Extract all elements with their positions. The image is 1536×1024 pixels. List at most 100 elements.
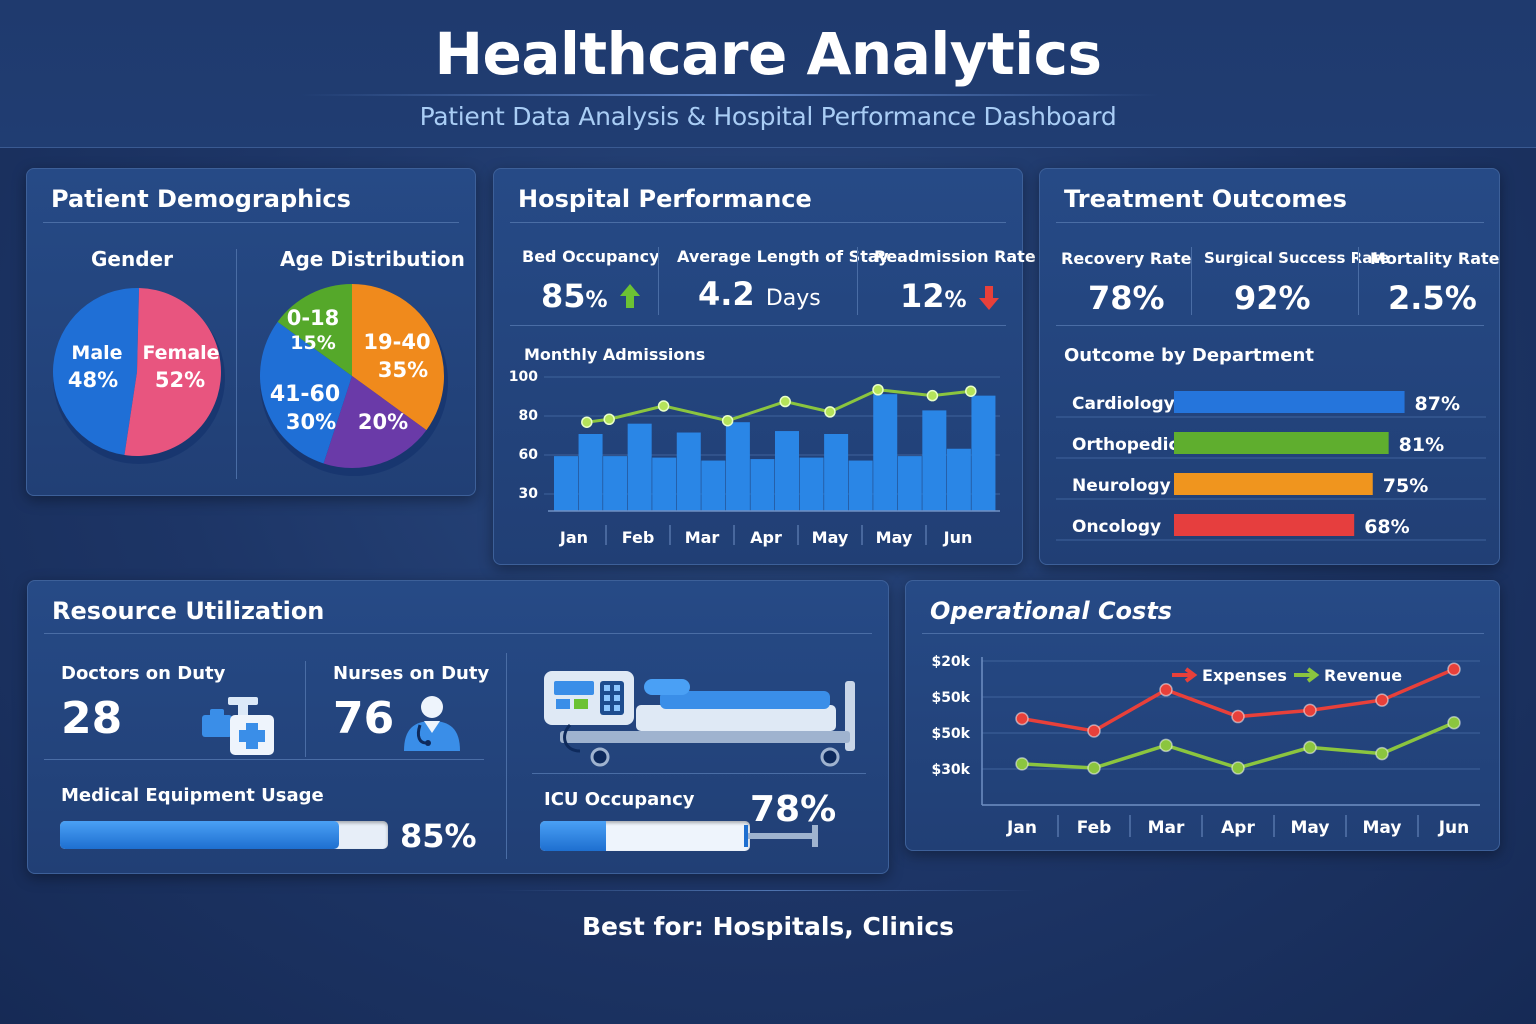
performance-divider xyxy=(510,222,1006,223)
costs-point-revenue xyxy=(1303,740,1317,755)
gender-male-label: Male xyxy=(71,342,122,364)
icu-separator xyxy=(506,653,507,859)
equipment-pct: 85% xyxy=(400,817,477,855)
readmission-number: 12 xyxy=(900,277,945,315)
admissions-trend-point xyxy=(965,385,977,397)
staff-divider xyxy=(44,759,484,760)
admissions-bar xyxy=(676,432,701,511)
admissions-x-label: May xyxy=(876,528,913,547)
demographics-panel: Patient Demographics Gender Age Distribu… xyxy=(26,168,476,496)
admissions-trend-point xyxy=(824,406,836,418)
age-0-18-label: 0-18 xyxy=(287,306,340,330)
costs-point-expenses xyxy=(1447,662,1461,676)
sanitizer-icon xyxy=(202,697,274,755)
legend-arrow-icon xyxy=(1172,667,1198,683)
page-title: Healthcare Analytics xyxy=(434,20,1102,88)
nurses-value: 76 xyxy=(333,693,395,744)
admissions-bar xyxy=(775,431,799,511)
icu-label: ICU Occupancy xyxy=(544,789,695,810)
admissions-bar xyxy=(873,394,898,511)
admissions-bar xyxy=(897,456,922,511)
readmission-unit: % xyxy=(944,288,967,313)
department-label: Oncology xyxy=(1072,517,1161,537)
trend-up-icon xyxy=(619,284,640,308)
surgical-success-label: Surgical Success Rate xyxy=(1204,249,1390,267)
length-of-stay-value: 4.2 Days xyxy=(698,275,821,313)
admissions-x-label: Jan xyxy=(559,528,588,547)
equipment-progress-track xyxy=(60,821,388,849)
costs-x-label: Jun xyxy=(1438,818,1470,838)
admissions-trend-point xyxy=(721,414,734,427)
admissions-chart-title: Monthly Admissions xyxy=(524,345,706,364)
admissions-bar xyxy=(824,434,849,511)
department-bar xyxy=(1174,391,1405,413)
readmission-label: Readmission Rate xyxy=(874,247,1036,266)
equipment-progress-fill xyxy=(60,821,339,849)
age-slice-0-18 xyxy=(277,284,352,376)
costs-point-revenue xyxy=(1087,761,1101,775)
costs-y-tick: $50k xyxy=(931,690,970,706)
icu-progress-fill xyxy=(540,821,606,851)
doctor-icon xyxy=(404,696,460,751)
department-label: Neurology xyxy=(1072,476,1171,496)
bed-occupancy-label: Bed Occupancy xyxy=(522,247,660,266)
performance-title: Hospital Performance xyxy=(518,185,812,213)
age-0-18-pct: 15% xyxy=(290,332,335,354)
department-chart-title: Outcome by Department xyxy=(1064,345,1314,366)
bed-occupancy-unit: % xyxy=(585,288,608,313)
costs-point-expenses xyxy=(1159,683,1173,697)
doctors-value: 28 xyxy=(61,693,123,744)
length-of-stay-unit: Days xyxy=(765,286,821,311)
costs-point-revenue xyxy=(1447,715,1461,730)
gender-slice-female xyxy=(124,288,221,456)
icu-divider xyxy=(532,773,866,774)
hospital-bed-icon xyxy=(544,671,855,767)
title-divider xyxy=(300,94,1160,96)
recovery-rate-label: Recovery Rate xyxy=(1061,249,1192,268)
mortality-rate-label: Mortality Rate xyxy=(1370,249,1500,268)
admissions-trend-line xyxy=(586,388,971,424)
length-of-stay-number: 4.2 xyxy=(698,275,755,313)
performance-panel: Hospital Performance Bed Occupancy 85% A… xyxy=(493,168,1036,565)
surgical-success-value: 92% xyxy=(1234,279,1311,317)
department-value: 68% xyxy=(1364,516,1409,538)
admissions-trend-point xyxy=(581,416,593,428)
department-outcome-chart: Cardiology 87% Orthopedics 81% Neurology 75% O… xyxy=(1056,391,1486,541)
outcome-separator-1 xyxy=(1191,247,1192,315)
costs-x-label: Jan xyxy=(1006,818,1037,838)
admissions-trend-point xyxy=(872,384,884,396)
department-value: 81% xyxy=(1399,434,1444,456)
doctors-label: Doctors on Duty xyxy=(61,663,226,684)
costs-title: Operational Costs xyxy=(930,597,1173,625)
department-bar xyxy=(1174,473,1373,495)
demographics-title: Patient Demographics xyxy=(51,185,351,213)
admissions-y-tick: 100 xyxy=(509,369,538,385)
recovery-rate-value: 78% xyxy=(1088,279,1165,317)
age-20-pct: 20% xyxy=(358,410,408,434)
legend-arrow-icon xyxy=(1294,667,1320,683)
admissions-bar xyxy=(725,422,750,511)
admissions-bar xyxy=(578,434,603,511)
admissions-trend-point xyxy=(926,389,939,402)
costs-point-expenses xyxy=(1087,724,1101,738)
admissions-trend-point xyxy=(779,395,791,408)
admissions-x-label: Feb xyxy=(622,528,655,547)
costs-x-label: Mar xyxy=(1148,818,1185,838)
age-slice-41-60 xyxy=(260,321,352,464)
admissions-y-tick: 80 xyxy=(519,408,539,424)
costs-point-expenses xyxy=(1303,703,1317,718)
department-label: Orthopedics xyxy=(1072,435,1189,455)
admissions-bar xyxy=(799,457,824,511)
outcomes-title: Treatment Outcomes xyxy=(1064,185,1347,213)
length-of-stay-label: Average Length of Stay xyxy=(677,247,889,266)
outcomes-divider xyxy=(1056,222,1484,223)
admissions-x-label: Mar xyxy=(685,528,720,547)
costs-y-tick: $50k xyxy=(931,726,970,742)
admissions-y-tick: 30 xyxy=(519,486,539,502)
costs-chart: $20k $50k $50k $30k Jan Feb Mar Apr May May Jun Exp… xyxy=(931,654,1480,838)
resources-divider xyxy=(44,633,872,634)
nurses-label: Nurses on Duty xyxy=(333,663,490,684)
gender-pie-chart: Male 48% Female 52% xyxy=(52,288,225,464)
costs-x-label: Feb xyxy=(1077,818,1112,838)
age-41-60-pct: 30% xyxy=(286,410,336,434)
